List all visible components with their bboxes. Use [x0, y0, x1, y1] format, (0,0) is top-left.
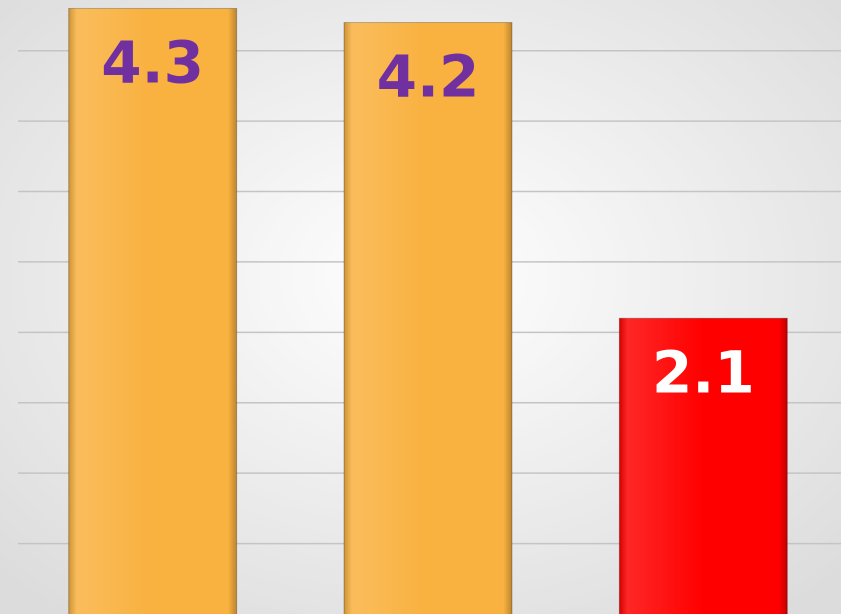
bar — [343, 22, 513, 614]
data-label: 4.3 — [101, 29, 204, 97]
data-label: 4.2 — [377, 43, 480, 111]
bar — [68, 7, 238, 614]
data-label: 2.1 — [652, 338, 755, 406]
